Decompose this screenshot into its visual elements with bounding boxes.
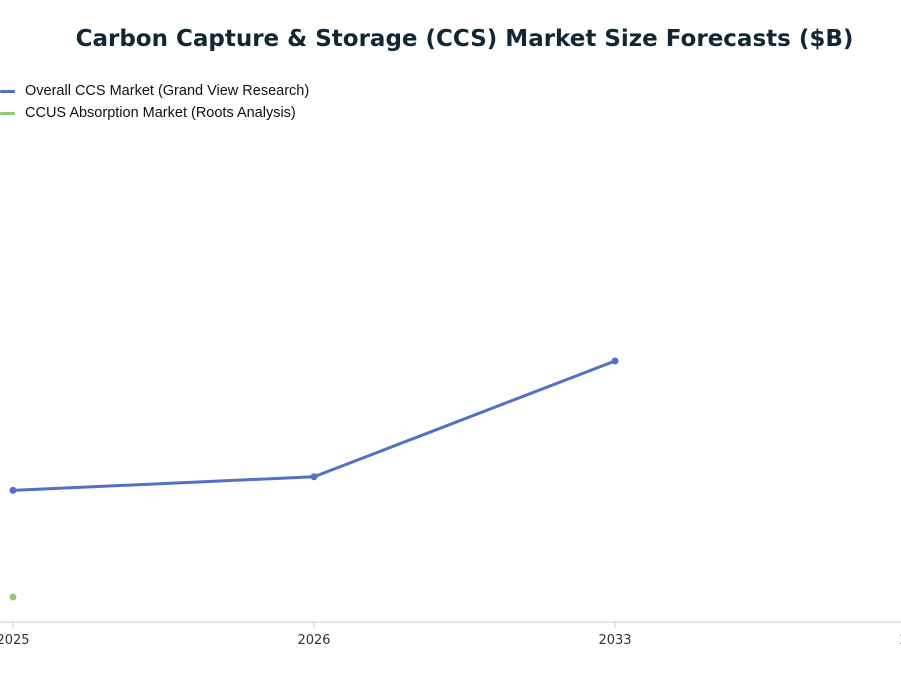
x-tick-label-2025: 2025 bbox=[0, 633, 30, 648]
series-0-point-0[interactable] bbox=[9, 486, 17, 494]
legend-label-ccus-absorption: CCUS Absorption Market (Roots Analysis) bbox=[25, 105, 296, 121]
series-0-point-1[interactable] bbox=[310, 473, 318, 481]
legend: Overall CCS Market (Grand View Research)… bbox=[0, 80, 309, 124]
series-0-point-2[interactable] bbox=[611, 357, 619, 365]
legend-item-overall-ccs[interactable]: Overall CCS Market (Grand View Research) bbox=[0, 80, 309, 102]
x-tick-label-2034: 2034 bbox=[899, 633, 901, 648]
series-line-0 bbox=[12, 359, 616, 492]
legend-item-ccus-absorption[interactable]: CCUS Absorption Market (Roots Analysis) bbox=[0, 102, 309, 124]
x-tick-label-2026: 2026 bbox=[297, 633, 330, 648]
x-tick-label-2033: 2033 bbox=[598, 633, 631, 648]
legend-swatch-overall-ccs bbox=[0, 89, 15, 93]
legend-label-overall-ccs: Overall CCS Market (Grand View Research) bbox=[25, 83, 310, 99]
series-1-point-0[interactable] bbox=[9, 593, 17, 601]
chart-title: Carbon Capture & Storage (CCS) Market Si… bbox=[75, 26, 854, 52]
legend-swatch-ccus-absorption bbox=[0, 111, 15, 115]
